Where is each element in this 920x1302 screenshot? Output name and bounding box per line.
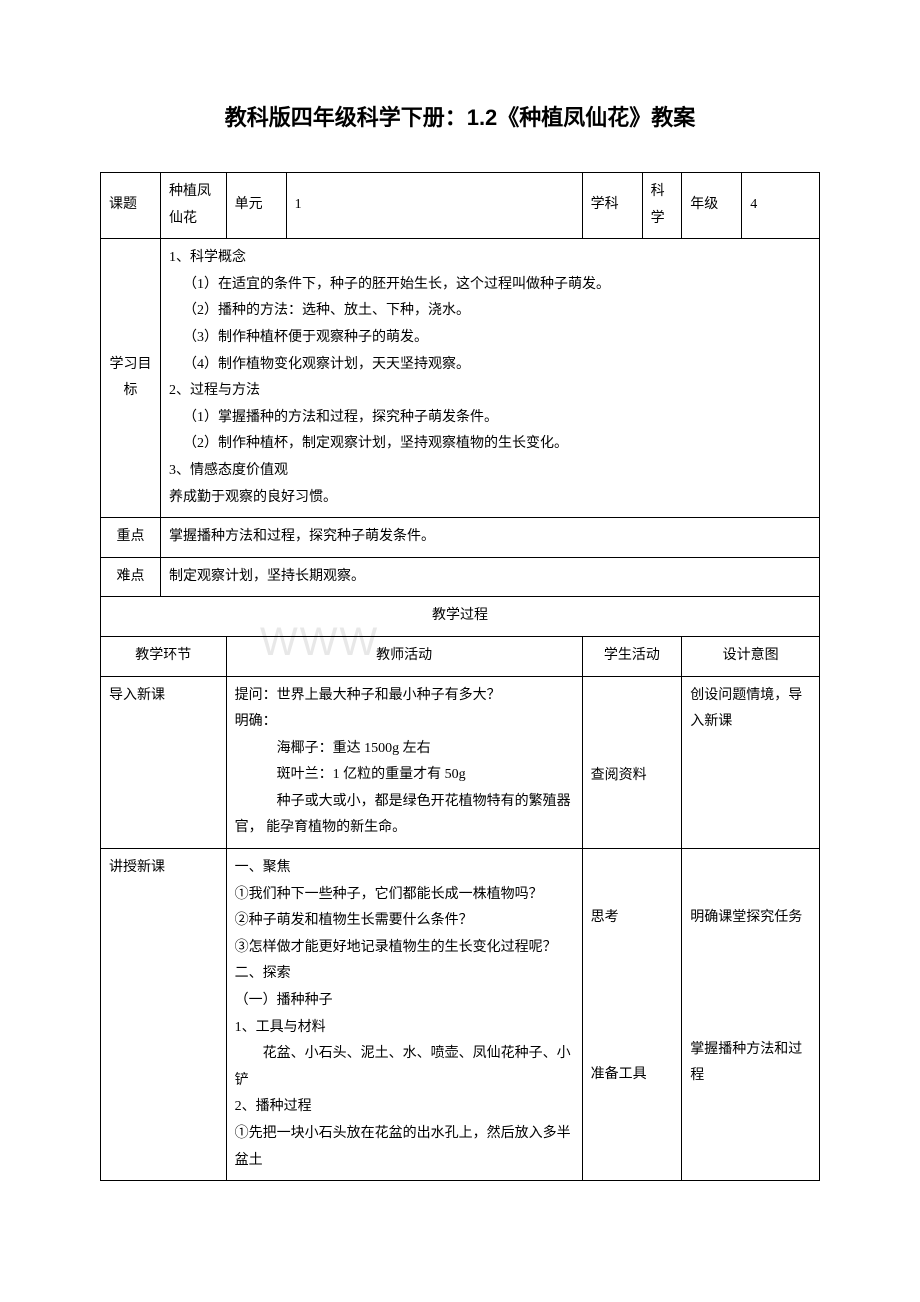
obj-1-1: （1）在适宜的条件下，种子的胚开始生长，这个过程叫做种子萌发。 xyxy=(169,272,811,299)
keypoint-label: 重点 xyxy=(101,518,161,558)
obj-1-4: （4）制作植物变化观察计划，天天坚持观察。 xyxy=(169,352,811,379)
teach-t2: ①我们种下一些种子，它们都能长成一株植物吗？ xyxy=(235,882,574,909)
teach-t6: （一）播种种子 xyxy=(235,988,574,1015)
intro-student-text: 查阅资料 xyxy=(591,763,674,790)
intro-student: 查阅资料 xyxy=(582,676,682,849)
subject-value: 科学 xyxy=(642,173,682,239)
page-title: 教科版四年级科学下册：1.2《种植凤仙花》教案 xyxy=(100,100,820,132)
teach-design1: 明确课堂探究任务 xyxy=(690,905,811,932)
obj-s2: 2、过程与方法 xyxy=(169,378,811,405)
obj-s1: 1、科学概念 xyxy=(169,245,811,272)
unit-value: 1 xyxy=(286,173,582,239)
topic-label: 课题 xyxy=(101,173,161,239)
obj-1-2: （2）播种的方法：选种、放土、下种，浇水。 xyxy=(169,298,811,325)
process-title-row: 教学过程 xyxy=(101,597,820,637)
teach-design: 明确课堂探究任务 掌握播种方法和过程 xyxy=(682,849,820,1181)
col-section: 教学环节 xyxy=(101,636,227,676)
difficulty-text: 制定观察计划，坚持长期观察。 xyxy=(161,557,820,597)
difficulty-row: 难点 制定观察计划，坚持长期观察。 xyxy=(101,557,820,597)
obj-1-3: （3）制作种植杯便于观察种子的萌发。 xyxy=(169,325,811,352)
unit-label: 单元 xyxy=(226,173,286,239)
topic-value: 种植凤仙花 xyxy=(161,173,227,239)
col-student: 学生活动 xyxy=(582,636,682,676)
teach-t9: 2、播种过程 xyxy=(235,1094,574,1121)
grade-label: 年级 xyxy=(682,173,742,239)
objectives-label: 学习目标 xyxy=(101,239,161,518)
teach-teacher: 一、聚焦 ①我们种下一些种子，它们都能长成一株植物吗？ ②种子萌发和植物生长需要… xyxy=(226,849,582,1181)
teach-row: 讲授新课 一、聚焦 ①我们种下一些种子，它们都能长成一株植物吗？ ②种子萌发和植… xyxy=(101,849,820,1181)
col-teacher: 教师活动 xyxy=(226,636,582,676)
teach-t10: ①先把一块小石头放在花盆的出水孔上，然后放入多半盆土 xyxy=(235,1121,574,1174)
teach-design2: 掌握播种方法和过程 xyxy=(690,1037,811,1090)
teach-student: 思考 准备工具 xyxy=(582,849,682,1181)
lesson-plan-table: 课题 种植凤仙花 单元 1 学科 科学 年级 4 学习目标 1、科学概念 （1）… xyxy=(100,172,820,1181)
obj-3-1: 养成勤于观察的良好习惯。 xyxy=(169,485,811,512)
teach-t3: ②种子萌发和植物生长需要什么条件？ xyxy=(235,908,574,935)
obj-s3: 3、情感态度价值观 xyxy=(169,458,811,485)
grade-value: 4 xyxy=(742,173,820,239)
col-design: 设计意图 xyxy=(682,636,820,676)
keypoint-text: 掌握播种方法和过程，探究种子萌发条件。 xyxy=(161,518,820,558)
objectives-row: 学习目标 1、科学概念 （1）在适宜的条件下，种子的胚开始生长，这个过程叫做种子… xyxy=(101,239,820,518)
header-row: 课题 种植凤仙花 单元 1 学科 科学 年级 4 xyxy=(101,173,820,239)
intro-design: 创设问题情境，导入新课 xyxy=(682,676,820,849)
obj-2-1: （1）掌握播种的方法和过程，探究种子萌发条件。 xyxy=(169,405,811,432)
process-header-row: 教学环节 教师活动 学生活动 设计意图 xyxy=(101,636,820,676)
intro-t4: 斑叶兰：1 亿粒的重量才有 50g xyxy=(235,762,574,789)
intro-t3: 海椰子：重达 1500g 左右 xyxy=(235,736,574,763)
process-title: 教学过程 xyxy=(101,597,820,637)
intro-t5: 种子或大或小，都是绿色开花植物特有的繁殖器官， 能孕育植物的新生命。 xyxy=(235,789,574,842)
keypoint-row: 重点 掌握播种方法和过程，探究种子萌发条件。 xyxy=(101,518,820,558)
teach-t8: 花盆、小石头、泥土、水、喷壶、凤仙花种子、小铲 xyxy=(235,1041,574,1094)
obj-2-2: （2）制作种植杯，制定观察计划，坚持观察植物的生长变化。 xyxy=(169,431,811,458)
teach-student2: 准备工具 xyxy=(591,1062,674,1089)
objectives-content: 1、科学概念 （1）在适宜的条件下，种子的胚开始生长，这个过程叫做种子萌发。 （… xyxy=(161,239,820,518)
intro-section: 导入新课 xyxy=(101,676,227,849)
difficulty-label: 难点 xyxy=(101,557,161,597)
teach-t4: ③怎样做才能更好地记录植物生的生长变化过程呢？ xyxy=(235,935,574,962)
intro-t1: 提问：世界上最大种子和最小种子有多大？ xyxy=(235,683,574,710)
intro-teacher: 提问：世界上最大种子和最小种子有多大？ 明确： 海椰子：重达 1500g 左右 … xyxy=(226,676,582,849)
teach-section: 讲授新课 xyxy=(101,849,227,1181)
intro-row: 导入新课 提问：世界上最大种子和最小种子有多大？ 明确： 海椰子：重达 1500… xyxy=(101,676,820,849)
subject-label: 学科 xyxy=(582,173,642,239)
intro-t2: 明确： xyxy=(235,709,574,736)
teach-student1: 思考 xyxy=(591,905,674,932)
teach-t7: 1、工具与材料 xyxy=(235,1015,574,1042)
teach-t1: 一、聚焦 xyxy=(235,855,574,882)
teach-t5: 二、探索 xyxy=(235,961,574,988)
